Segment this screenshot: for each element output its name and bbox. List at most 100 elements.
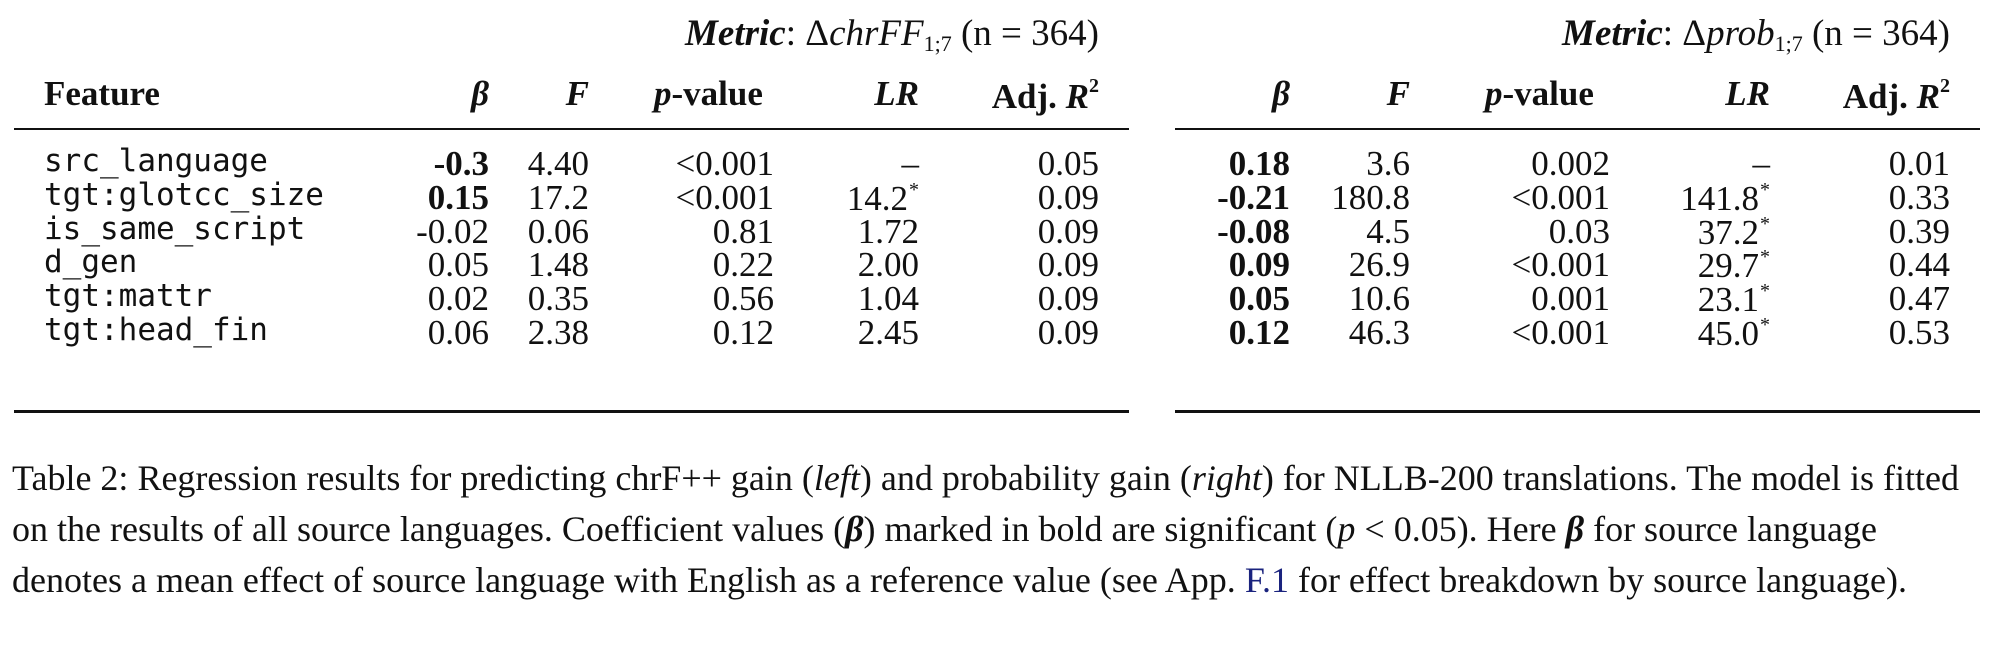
cell-f: 10.6 (1348, 279, 1410, 319)
cell-adj: 0.47 (1888, 279, 1950, 319)
right-metric-title: Metric: Δprob1;7 (n = 364) (1562, 13, 1950, 56)
header-beta: β (1272, 74, 1290, 113)
cell-beta: 0.06 (427, 313, 489, 352)
cell-adj: 0.09 (1037, 177, 1099, 217)
cell-beta: 0.02 (427, 279, 489, 319)
cell-p: <0.001 (675, 144, 775, 183)
header-pvalue: p-value (654, 74, 763, 113)
cell-lr: 2.00 (857, 245, 919, 285)
metric-n: (n = 364) (1811, 13, 1950, 54)
cell-lr: 1.04 (857, 279, 919, 319)
right-mid-rule (1175, 128, 1980, 130)
lr-significance-star: * (1760, 246, 1770, 269)
table-caption: Table 2: Regression results for predicti… (12, 458, 1960, 600)
cell-p: <0.001 (1511, 177, 1611, 217)
cell-feature: tgt:glotcc_size (44, 176, 324, 213)
cell-lr: 1.72 (857, 211, 919, 251)
cell-p: 0.002 (1531, 144, 1610, 183)
lr-significance-star: * (1760, 212, 1770, 235)
cell-beta: 0.05 (427, 245, 489, 285)
cell-p: 0.81 (712, 211, 774, 251)
cell-adj: 0.33 (1888, 177, 1950, 217)
cell-p: 0.56 (712, 279, 774, 319)
cell-p: <0.001 (1511, 245, 1611, 285)
cell-adj: 0.09 (1037, 313, 1099, 352)
metric-label: Metric (685, 13, 786, 54)
cell-lr: 2.45 (857, 313, 919, 352)
metric-subscript: 1;7 (923, 31, 952, 56)
cell-p: 0.03 (1548, 211, 1610, 251)
metric-name: chrF (829, 13, 901, 54)
cell-feature: tgt:mattr (44, 278, 212, 315)
cell-p: <0.001 (675, 177, 775, 217)
cell-adj: 0.44 (1888, 245, 1950, 285)
metric-label: Metric (1562, 13, 1663, 54)
cell-f: 17.2 (527, 177, 589, 217)
metric-delta: Δ (805, 13, 830, 54)
cell-adj: 0.09 (1037, 211, 1099, 251)
cell-f: 0.35 (527, 279, 589, 319)
header-f: F (1386, 74, 1410, 113)
cell-beta: -0.02 (416, 211, 489, 251)
cell-beta: -0.08 (1217, 211, 1290, 251)
cell-f: 46.3 (1348, 313, 1410, 352)
lr-significance-star: * (909, 178, 919, 201)
cell-lr: 29.7* (1697, 246, 1770, 286)
metric-subscript: 1;7 (1774, 31, 1803, 56)
metric-n: (n = 364) (960, 13, 1099, 54)
cell-beta: 0.18 (1228, 144, 1290, 183)
header-pvalue: p-value (1485, 74, 1594, 113)
cell-p: <0.001 (1511, 313, 1611, 352)
header-feature: Feature (44, 74, 160, 113)
cell-f: 180.8 (1331, 177, 1410, 217)
header-beta: β (471, 74, 489, 113)
cell-adj: 0.53 (1888, 313, 1950, 352)
cell-f: 3.6 (1366, 144, 1410, 183)
cell-adj: 0.01 (1888, 144, 1950, 183)
cell-lr: 14.2* (846, 178, 919, 218)
header-lr: LR (874, 74, 919, 113)
cell-f: 4.5 (1366, 211, 1410, 251)
cell-p: 0.12 (712, 313, 774, 352)
cell-beta: 0.09 (1228, 245, 1290, 285)
left-bottom-rule (14, 410, 1129, 413)
cell-beta: -0.21 (1217, 177, 1290, 217)
cell-f: 2.38 (527, 313, 589, 352)
cell-adj: 0.09 (1037, 279, 1099, 319)
cell-beta: 0.15 (427, 177, 489, 217)
cell-f: 26.9 (1348, 245, 1410, 285)
cell-p: 0.001 (1531, 279, 1610, 319)
cell-f: 1.48 (527, 245, 589, 285)
cell-lr: 37.2* (1697, 212, 1770, 252)
metric-delta: Δ (1682, 13, 1707, 54)
cell-f: 4.40 (527, 144, 589, 183)
left-mid-rule (14, 128, 1129, 130)
cell-feature: src_language (44, 143, 268, 179)
cell-beta: 0.05 (1228, 279, 1290, 319)
cell-lr: – (901, 144, 920, 183)
lr-significance-star: * (1760, 280, 1770, 303)
cell-beta: -0.3 (433, 144, 489, 183)
metric-name: prob (1706, 13, 1775, 54)
cell-feature: is_same_script (44, 210, 306, 247)
cell-lr: – (1752, 144, 1771, 183)
cell-lr: 141.8* (1680, 178, 1770, 218)
header-adj-r2: Adj. R2 (991, 75, 1099, 116)
cell-p: 0.22 (712, 245, 774, 285)
cell-adj: 0.09 (1037, 245, 1099, 285)
header-adj-r2: Adj. R2 (1842, 75, 1950, 116)
cell-feature: tgt:head_fin (44, 312, 268, 348)
cell-lr: 23.1* (1697, 280, 1770, 320)
appendix-link[interactable]: F.1 (1244, 560, 1289, 600)
header-f: F (565, 74, 589, 113)
cell-beta: 0.12 (1228, 313, 1290, 352)
left-metric-title: Metric: ΔchrFF1;7 (n = 364) (685, 13, 1099, 56)
cell-f: 0.06 (527, 211, 589, 251)
cell-lr: 45.0* (1697, 314, 1770, 353)
header-lr: LR (1725, 74, 1770, 113)
lr-significance-star: * (1760, 178, 1770, 201)
cell-feature: d_gen (44, 244, 138, 281)
cell-adj: 0.39 (1888, 211, 1950, 251)
right-bottom-rule (1175, 410, 1980, 413)
cell-adj: 0.05 (1037, 144, 1099, 183)
